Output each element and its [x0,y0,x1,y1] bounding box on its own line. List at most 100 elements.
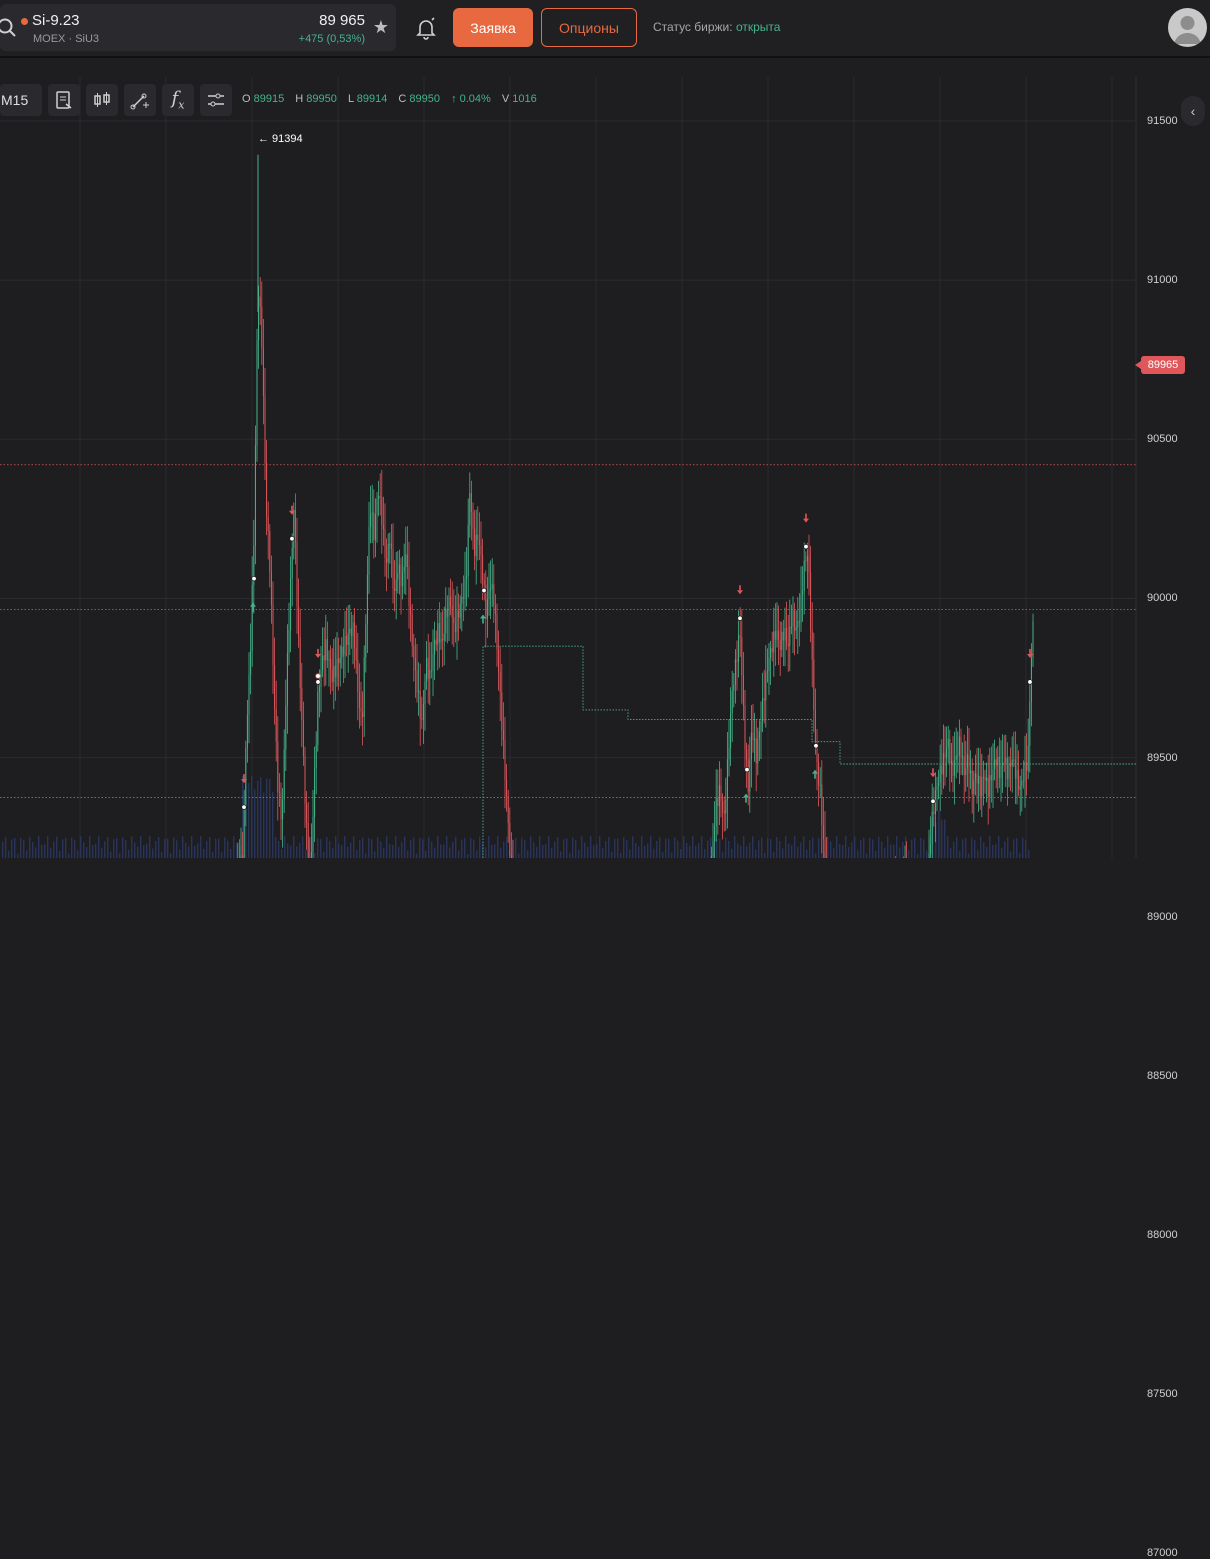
volume-bar [893,844,895,858]
candle-body [483,580,485,585]
settings-icon[interactable] [200,84,232,116]
candle-body [755,738,757,764]
timeframe-button[interactable]: M15 [0,84,42,116]
volume-bar [527,850,529,858]
volume-bar [416,853,418,858]
candle-body [450,596,452,606]
volume-bar [287,843,289,858]
volume-bar [224,837,226,858]
volume-bar [110,851,112,858]
drawing-icon[interactable] [124,84,156,116]
candle-body [806,555,808,562]
order-button[interactable]: Заявка [453,8,533,47]
volume-bar [950,847,952,858]
chart-area[interactable] [0,60,1210,858]
favorite-star-icon[interactable]: ★ [372,17,389,37]
volume-bar [836,836,838,858]
volume-bar [1010,851,1012,858]
volume-bar [92,845,94,858]
candle-body [422,704,424,720]
volume-bar [77,850,79,858]
candle-body [403,567,405,573]
candle-body [258,296,260,341]
candle-body [443,633,445,641]
ohlc-readout: O 89915 H 89950 L 89914 C 89950 ↑ 0.04% … [242,93,537,105]
volume-bar [398,847,400,858]
candle-body [958,736,960,756]
volume-bar [638,846,640,858]
candle-body [448,596,450,617]
candles-icon[interactable] [86,84,118,116]
candle-body [771,647,773,653]
volume-bar [869,838,871,858]
volume-bar [698,843,700,858]
candle-body [957,755,959,757]
collapse-panel-chevron-icon[interactable]: ‹ [1181,96,1205,126]
sell-signal-arrow-icon [315,648,321,658]
volume-bar [113,839,115,858]
candle-body [408,567,410,607]
volume-bar [965,838,967,858]
ticker-selector[interactable]: Si-9.23 MOEX · SiU3 89 965 +475 (0,53%) … [0,4,396,51]
volume-bar [449,847,451,858]
volume-bar [896,836,898,858]
candle-body [979,776,981,797]
candle-body [736,659,738,662]
user-avatar[interactable] [1168,8,1207,47]
candle-body [774,631,776,640]
volume-bar [803,836,805,858]
candle-body [464,578,466,599]
candle-body [453,617,455,624]
volume-bar [161,851,163,858]
candle-body [398,564,400,574]
price-chart[interactable] [0,0,1210,858]
volume-bar [131,836,133,858]
volume-bar [404,836,406,858]
candle-body [954,760,956,776]
bell-icon[interactable] [414,16,438,40]
volume-bar [791,845,793,858]
candle-body [749,759,751,792]
candle-body [1000,765,1002,778]
candle-body [331,669,333,683]
candle-body [405,554,407,568]
candle-body [458,610,460,618]
symbol-subtitle: MOEX · SiU3 [33,33,100,45]
candle-body [475,534,477,557]
volume-bar [446,836,448,858]
volume-bar [692,836,694,858]
volume-bar [902,841,904,858]
volume-bar [302,836,304,858]
volume-bar [182,836,184,858]
candle-body [466,575,468,579]
candle-body [792,610,794,627]
volume-bar [374,851,376,858]
candle-body [1027,745,1029,771]
indicator-icon[interactable]: fx [162,84,194,116]
candle-body [931,811,933,845]
volume-bar [125,840,127,858]
candle-body [805,560,807,562]
candle-body [726,759,728,800]
volume-bar [8,850,10,858]
candle-body [810,572,812,631]
volume-bar [362,837,364,858]
volume-bar [746,846,748,858]
candle-body [770,647,772,658]
volume-bar [266,778,268,858]
volume-bar [797,846,799,858]
volume-bar [539,836,541,858]
volume-bar [728,840,730,858]
options-button[interactable]: Опционы [541,8,637,47]
volume-bar [227,840,229,858]
volume-bar [521,837,523,858]
signal-dot [744,766,750,773]
search-icon[interactable] [0,17,18,39]
candle-body [280,792,282,820]
candle-body [1011,759,1013,767]
candle-body [941,765,943,775]
volume-bar [11,839,13,858]
notes-icon[interactable] [48,84,80,116]
volume-bar [281,848,283,858]
volume-bar [710,837,712,858]
